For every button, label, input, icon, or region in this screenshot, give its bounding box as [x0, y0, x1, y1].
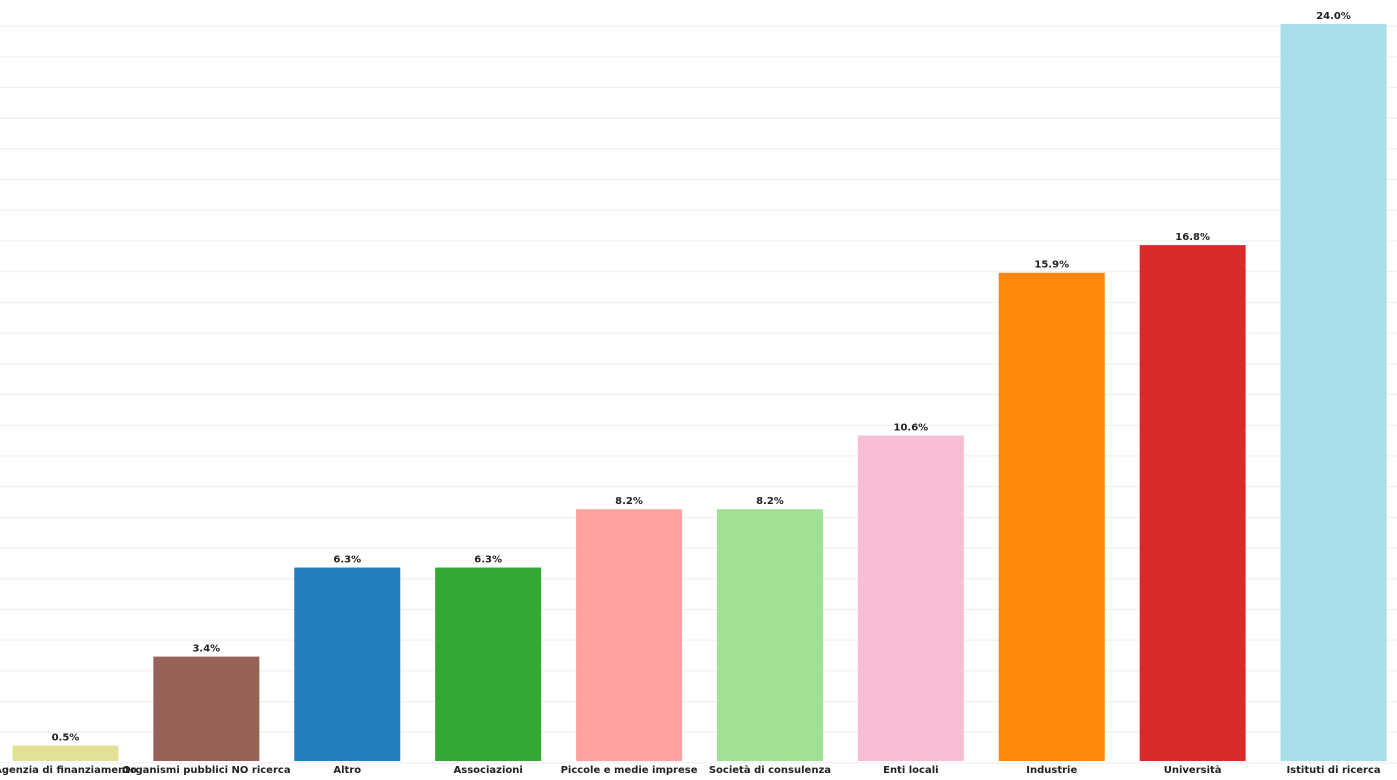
x-tick-label: Società di consulenza	[709, 764, 831, 776]
value-label: 6.3%	[474, 555, 502, 566]
value-label: 24.0%	[1316, 11, 1351, 22]
bar	[857, 435, 964, 761]
x-tick-label: Piccole e medie imprese	[561, 765, 698, 776]
value-label: 0.5%	[52, 733, 80, 744]
x-tick-label: Organismi pubblici NO ricerca	[122, 765, 290, 776]
value-label: 8.2%	[615, 496, 643, 507]
x-tick-label: Istituti di ricerca	[1286, 765, 1380, 776]
value-label: 8.2%	[756, 496, 784, 507]
bar	[998, 272, 1105, 761]
value-label: 10.6%	[893, 422, 928, 433]
bar	[294, 567, 401, 761]
x-tick-label: Università	[1164, 764, 1222, 776]
x-tick-label: Associazioni	[454, 765, 523, 776]
value-label: 3.4%	[192, 644, 220, 655]
x-tick-label: Enti locali	[883, 765, 938, 776]
bar	[435, 567, 542, 761]
x-tick-label: Industrie	[1026, 765, 1077, 776]
value-label: 16.8%	[1175, 232, 1210, 243]
value-label: 6.3%	[333, 555, 361, 566]
bar	[1280, 24, 1387, 761]
bar	[1139, 245, 1246, 762]
x-tick-label: Agenzia di finanziamento	[0, 765, 137, 776]
bar	[12, 745, 119, 761]
x-tick-label: Altro	[333, 765, 361, 776]
bar	[153, 656, 260, 761]
value-label: 15.9%	[1034, 260, 1069, 271]
bar	[716, 509, 823, 761]
bar	[576, 509, 683, 761]
